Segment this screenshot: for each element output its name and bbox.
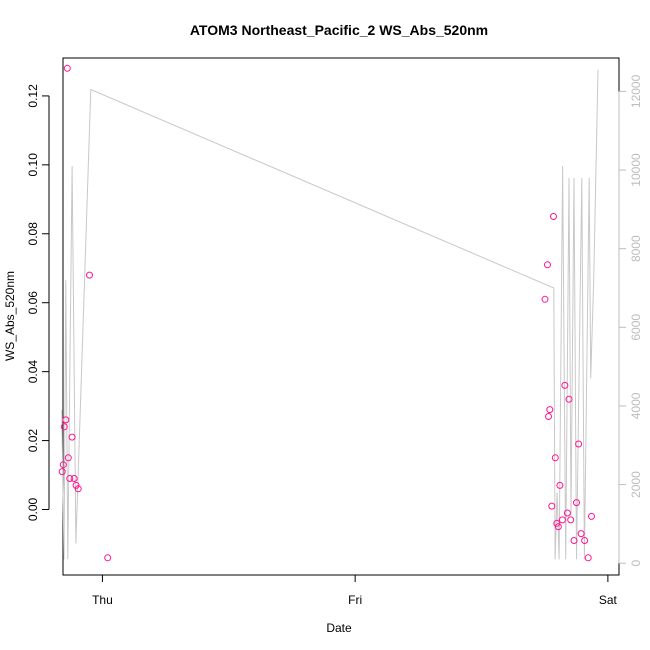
data-point: [558, 516, 566, 524]
data-point: [570, 537, 578, 544]
x-tick-label: Thu: [92, 593, 113, 607]
data-point: [561, 381, 569, 389]
data-point: [553, 519, 561, 527]
y-tick-label: 0.10: [26, 153, 40, 177]
y-tick-label: 0.12: [26, 84, 40, 108]
y-tick-label: 0.04: [26, 360, 40, 384]
y2-tick-label: 10000: [629, 153, 643, 187]
data-point: [86, 271, 93, 279]
y-axis-left: 0.00 0.02 0.04 0.06 0.08 0.10 0.12: [26, 84, 50, 521]
data-point: [541, 295, 549, 303]
data-point: [581, 537, 589, 544]
y-tick-label: 0.02: [26, 429, 40, 453]
data-point: [563, 509, 571, 517]
secondary-line: [61, 69, 599, 560]
data-point: [546, 406, 554, 414]
y2-tick-label: 2000: [629, 471, 643, 498]
data-point: [66, 475, 74, 482]
data-point: [70, 475, 78, 482]
data-point: [58, 468, 66, 476]
data-point: [584, 554, 592, 562]
data-point: [577, 530, 585, 538]
data-point: [588, 512, 595, 520]
y-tick-label: 0.08: [26, 222, 40, 246]
y-tick-label: 0.06: [26, 291, 40, 315]
chart-title: ATOM3 Northeast_Pacific_2 WS_Abs_520nm: [190, 22, 488, 38]
data-point: [104, 554, 112, 562]
data-point: [550, 213, 557, 220]
data-point: [565, 395, 573, 403]
y2-tick-label: 8000: [629, 235, 643, 262]
x-axis-label: Date: [326, 621, 352, 635]
data-point: [74, 485, 82, 493]
y-axis-label: WS_Abs_520nm: [3, 271, 17, 361]
data-point: [545, 413, 552, 420]
points-layer: [58, 64, 595, 562]
y-axis-right: 0 2000 4000 6000 8000 10000 12000: [618, 74, 643, 567]
data-point: [60, 423, 68, 431]
data-point: [573, 499, 580, 507]
x-tick-label: Sat: [599, 593, 618, 607]
data-point: [575, 440, 583, 448]
y2-tick-label: 0: [629, 560, 643, 567]
data-point: [556, 481, 564, 489]
plot-frame: [62, 57, 620, 576]
x-tick-label: Fri: [348, 593, 362, 607]
data-point: [68, 433, 76, 441]
data-point: [59, 461, 67, 469]
y2-tick-label: 4000: [629, 392, 643, 419]
data-point: [63, 64, 71, 72]
data-point: [62, 416, 70, 424]
data-point: [72, 481, 80, 489]
data-point: [544, 261, 551, 269]
y2-tick-label: 6000: [629, 314, 643, 341]
data-point: [554, 523, 562, 531]
data-point: [567, 516, 575, 524]
line-series-layer: [61, 69, 599, 560]
x-axis: Thu Fri Sat: [92, 574, 618, 607]
data-point: [64, 454, 72, 462]
data-point: [548, 502, 556, 510]
data-point: [551, 454, 559, 462]
y2-tick-label: 12000: [629, 74, 643, 108]
y-tick-label: 0.00: [26, 497, 40, 521]
